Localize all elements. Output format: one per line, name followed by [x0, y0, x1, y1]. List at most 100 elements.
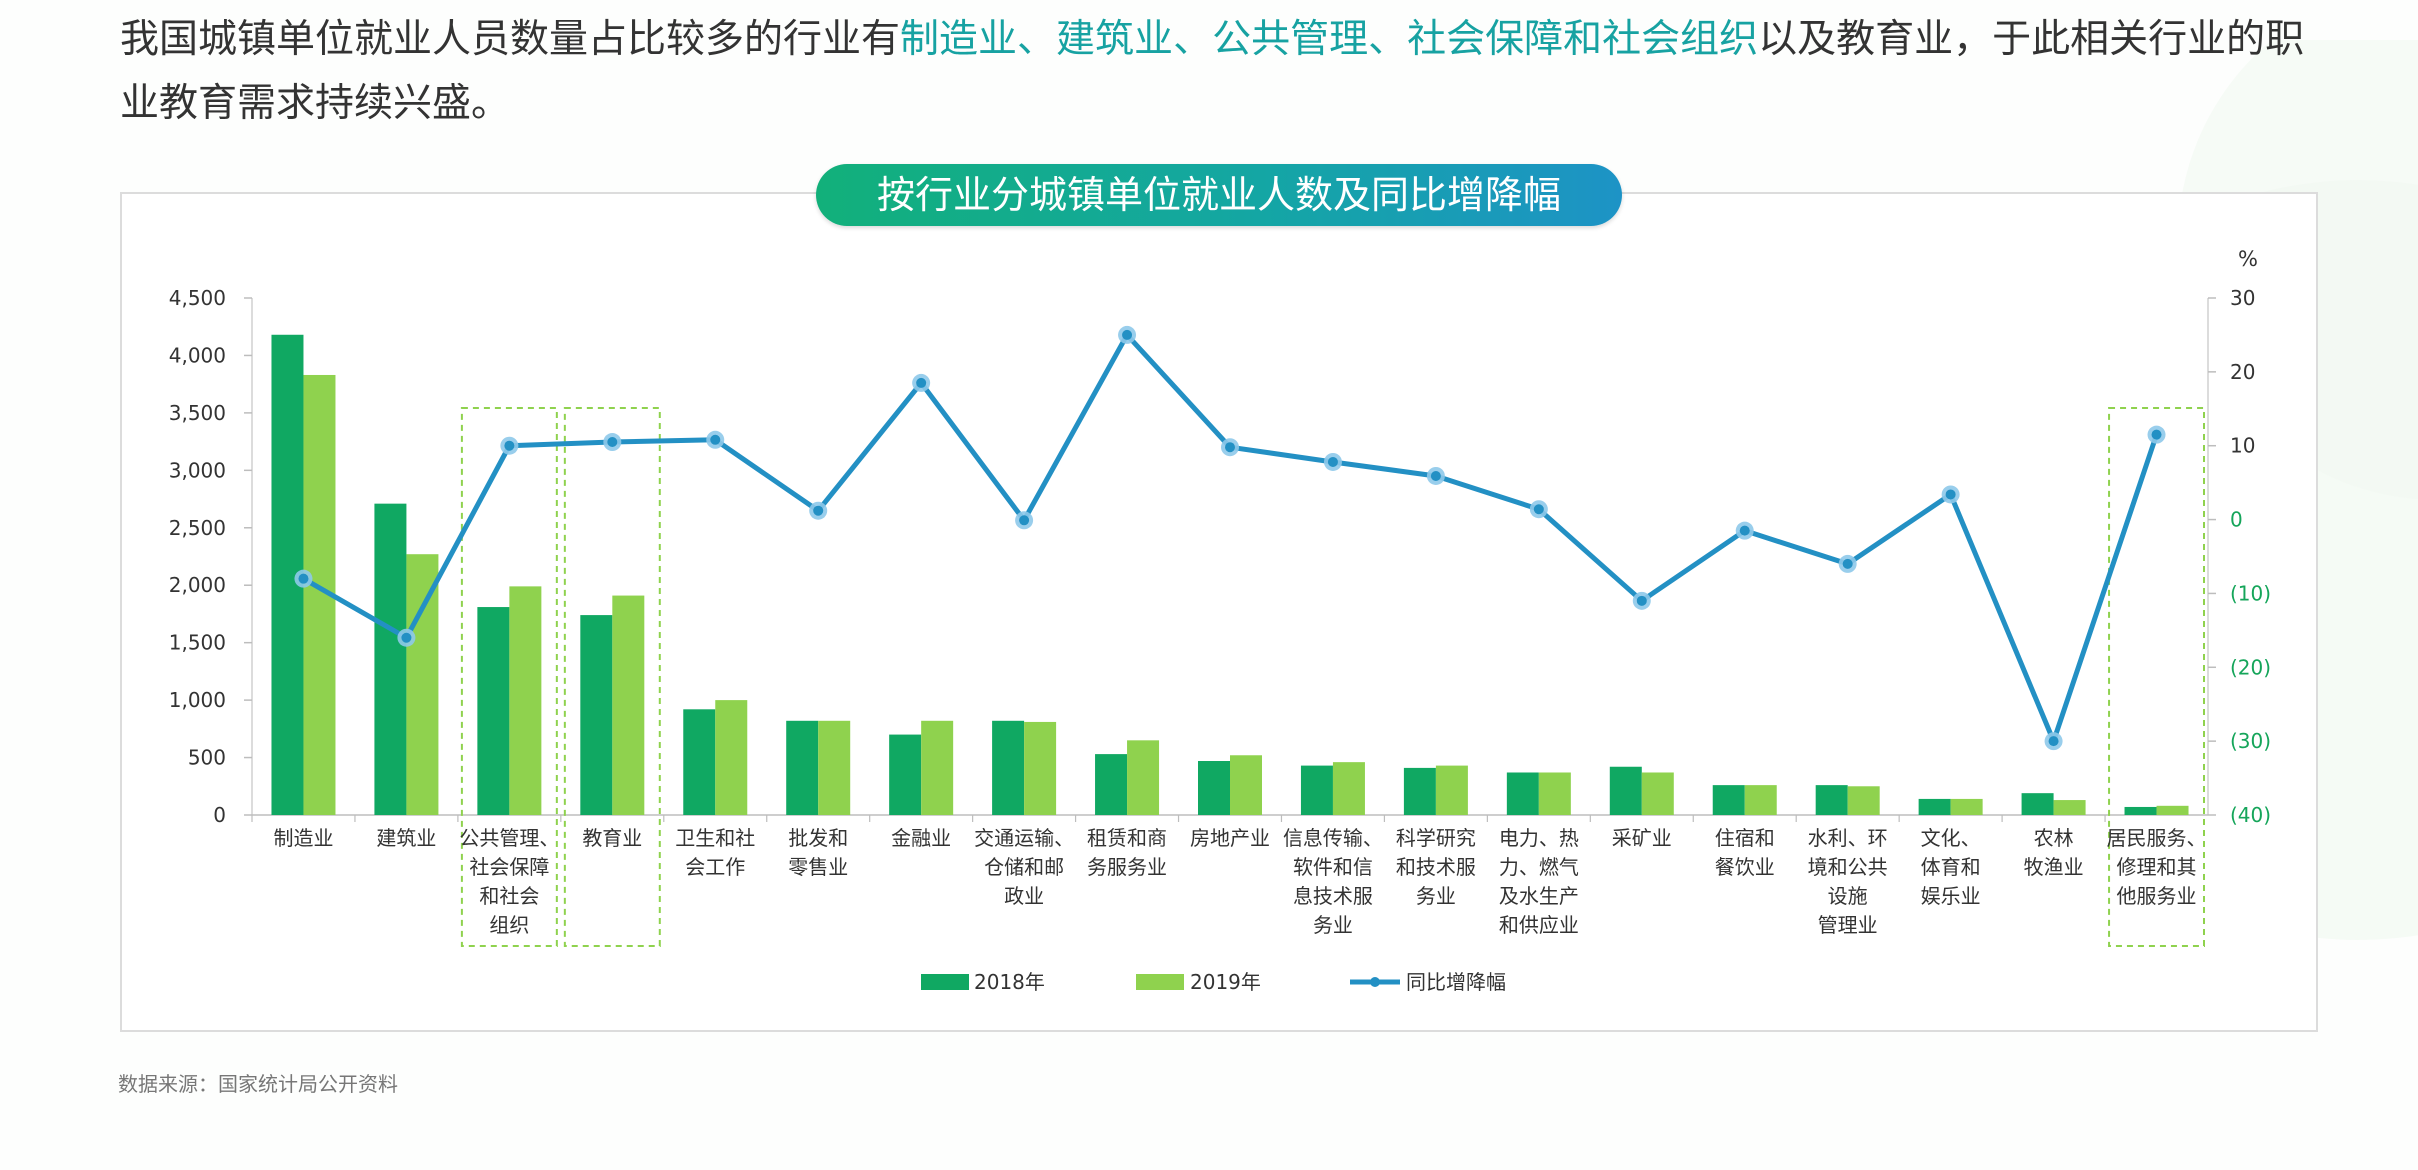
- category-label: 农林: [2034, 826, 2074, 850]
- category-label: 他服务业: [2117, 884, 2197, 908]
- category-label: 房地产业: [1190, 826, 1270, 850]
- growth-point: [916, 377, 927, 388]
- legend-label-2018: 2018年: [974, 970, 1045, 994]
- legend-label-line: 同比增降幅: [1406, 970, 1506, 994]
- bar-2018: [1300, 765, 1333, 815]
- category-label: 会工作: [685, 855, 745, 879]
- growth-point: [1739, 525, 1750, 536]
- bar-2019: [1024, 721, 1057, 815]
- intro-highlight: 建筑业: [1056, 17, 1174, 62]
- bar-2019: [2156, 805, 2189, 815]
- category-label: 设施: [1828, 884, 1868, 908]
- bar-2018: [2124, 806, 2157, 815]
- category-label: 金融业: [891, 826, 951, 850]
- intro-highlight: 公共管理: [1212, 17, 1369, 62]
- category-label: 文化、: [1921, 826, 1981, 850]
- category-label: 组织: [489, 913, 529, 937]
- right-axis-tick-label: 10: [2230, 434, 2255, 458]
- highlight-box: [460, 407, 558, 947]
- left-axis-tick-label: 2,000: [169, 573, 226, 597]
- growth-point: [1945, 489, 1956, 500]
- growth-point: [2048, 736, 2059, 747]
- growth-point: [1842, 558, 1853, 569]
- category-label: 和社会: [479, 884, 539, 908]
- right-axis-tick-label: (40): [2230, 803, 2271, 827]
- bar-2018: [889, 734, 922, 815]
- highlight-box: [2108, 407, 2206, 947]
- category-label: 仓储和邮: [984, 855, 1064, 879]
- category-label: 力、燃气: [1499, 855, 1579, 879]
- right-axis-unit: %: [2238, 247, 2258, 271]
- left-axis-tick-label: 3,500: [169, 401, 226, 425]
- legend-label-2019: 2019年: [1190, 970, 1261, 994]
- left-axis-tick-label: 4,500: [169, 286, 226, 310]
- data-source: 数据来源：国家统计局公开资料: [118, 1072, 398, 1096]
- intro-plain: 以及教育业，于此相关行业的职业教育需求持续兴盛。: [120, 17, 2305, 126]
- bar-2019: [612, 595, 645, 815]
- growth-point: [1225, 442, 1235, 453]
- growth-point: [1019, 515, 1030, 526]
- category-label: 信息传输、: [1283, 826, 1383, 850]
- category-label: 和技术服: [1396, 855, 1476, 879]
- bar-2019: [818, 720, 851, 815]
- category-label: 水利、环: [1808, 826, 1888, 850]
- intro-text: 我国城镇单位就业人员数量占比较多的行业有制造业、建筑业、公共管理、社会保障和社会…: [120, 8, 2320, 136]
- bar-2018: [1095, 754, 1128, 815]
- growth-point: [1430, 470, 1441, 481]
- right-axis-tick-label: (30): [2230, 729, 2271, 753]
- growth-point: [504, 440, 515, 451]
- intro-highlight: 社会保障和社会组织: [1407, 17, 1759, 62]
- bar-2019: [406, 554, 439, 815]
- intro-highlight: 制造业: [900, 17, 1018, 62]
- legend-swatch-2019: [1136, 974, 1184, 990]
- bar-2019: [1950, 798, 1983, 815]
- bar-2018: [992, 720, 1025, 815]
- legend-swatch-point: [1370, 977, 1380, 987]
- bar-2019: [509, 586, 542, 815]
- legend-swatch-2018: [921, 974, 969, 990]
- bar-2018: [683, 709, 716, 815]
- bar-2018: [1712, 785, 1745, 815]
- category-label: 体育和: [1921, 855, 1981, 879]
- category-label: 采矿业: [1612, 826, 1672, 850]
- growth-point: [298, 573, 309, 584]
- growth-point: [710, 434, 721, 445]
- left-axis-tick-label: 3,000: [169, 458, 226, 482]
- bar-2018: [786, 720, 819, 815]
- left-axis-tick-label: 0: [213, 803, 226, 827]
- category-label: 及水生产: [1499, 884, 1579, 908]
- bar-2019: [2053, 800, 2086, 815]
- category-label: 卫生和社: [675, 826, 755, 850]
- bar-2018: [580, 615, 613, 815]
- bar-2019: [1641, 772, 1674, 815]
- category-label: 境和公共: [1808, 855, 1888, 879]
- bar-2018: [2021, 793, 2054, 815]
- intro-sep: 、: [1017, 17, 1057, 62]
- category-label: 电力、热: [1499, 826, 1579, 850]
- category-label: 务业: [1313, 913, 1353, 937]
- bar-2019: [921, 720, 954, 815]
- right-axis-tick-label: 0: [2230, 508, 2243, 532]
- bar-2018: [1918, 798, 1951, 815]
- intro-plain: 我国城镇单位就业人员数量占比较多的行业有: [120, 17, 901, 62]
- category-label: 社会保障: [469, 855, 549, 879]
- category-label: 牧渔业: [2024, 855, 2084, 879]
- category-label: 公共管理、: [459, 826, 559, 850]
- category-label: 和供应业: [1499, 913, 1579, 937]
- category-label: 政业: [1004, 884, 1044, 908]
- category-label: 修理和其: [2117, 855, 2197, 879]
- growth-point: [813, 505, 824, 516]
- left-axis-tick-label: 4,000: [169, 343, 226, 367]
- bar-2018: [1403, 767, 1436, 815]
- bar-2019: [715, 700, 748, 815]
- bar-2019: [1230, 755, 1262, 815]
- bar-2018: [477, 607, 510, 815]
- growth-point: [2151, 429, 2162, 440]
- category-label: 科学研究: [1396, 826, 1476, 850]
- bar-2019: [1538, 772, 1571, 815]
- bar-2019: [1332, 762, 1365, 815]
- category-label: 零售业: [788, 855, 848, 879]
- left-axis-tick-label: 1,500: [169, 631, 226, 655]
- category-label: 租赁和商: [1087, 826, 1167, 850]
